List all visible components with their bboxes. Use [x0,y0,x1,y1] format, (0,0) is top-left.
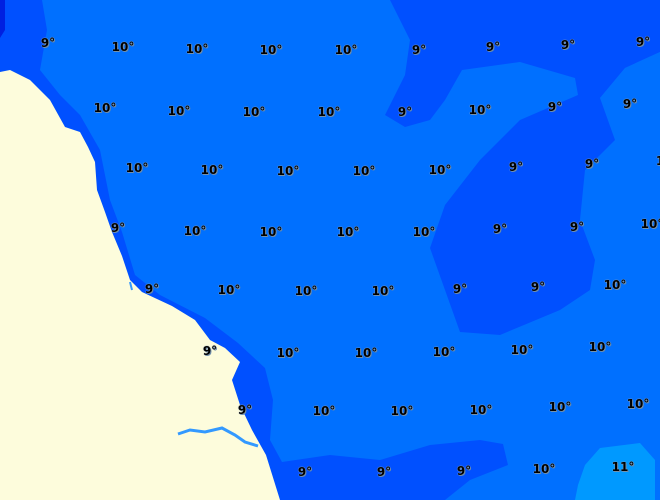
temperature-label: 9° [560,38,576,53]
temperature-label: 10° [532,462,556,477]
temperature-label: 9° [452,282,468,297]
temperature-label: 9° [376,465,392,480]
temperature-label: 10° [217,283,241,298]
temperature-label: 9° [485,40,501,55]
temperature-label: 10° [510,343,534,358]
temperature-label: 11° [611,460,635,475]
temperature-label: 10° [242,105,266,120]
temperature-label: 10° [336,225,360,240]
temperature-label: 10° [371,284,395,299]
temperature-label: 10° [548,400,572,415]
temperature-label: 10° [111,40,135,55]
temperature-label: 10° [354,346,378,361]
temperature-label: 9° [40,36,56,51]
temperature-label: 10° [317,105,341,120]
temperature-label: 10° [603,278,627,293]
temperature-label: 10° [185,42,209,57]
sea-deep-zone [0,0,5,38]
temperature-label: 9° [492,222,508,237]
temperature-label: 9° [635,35,651,50]
temperature-label: 9° [622,97,638,112]
temperature-label: 9° [547,100,563,115]
sea-11-zone [575,443,655,500]
temperature-label: 10° [93,101,117,116]
temperature-label: 9° [508,160,524,175]
coastal-inlet [129,281,133,291]
temperature-label: 10° [428,163,452,178]
temperature-label: 10° [183,224,207,239]
temperature-label: 10° [640,217,660,232]
temperature-label: 9° [584,157,600,172]
temperature-label: 10° [125,161,149,176]
temperature-label: 10° [312,404,336,419]
temperature-label: 9° [411,43,427,58]
temperature-label: 10° [352,164,376,179]
temperature-label: 10° [432,345,456,360]
temperature-label: 10° [167,104,191,119]
temperature-label: 10° [334,43,358,58]
temperature-label: 9° [110,221,126,236]
temperature-label: 10° [259,43,283,58]
temperature-label: 10° [469,403,493,418]
temperature-label: 9° [297,465,313,480]
temperature-label: 9° [237,403,253,418]
temperature-label: 9° [530,280,546,295]
temperature-label: 1 [656,154,660,168]
river [177,426,259,448]
temperature-label: 10° [390,404,414,419]
temperature-label: 9° [456,464,472,479]
temperature-label: 10° [276,346,300,361]
land [0,70,280,500]
temperature-label: 9° [144,282,160,297]
temperature-label: 10° [412,225,436,240]
temperature-label: 10° [626,397,650,412]
temperature-label: 10° [468,103,492,118]
temperature-label: 10° [259,225,283,240]
temperature-label: 9° [569,220,585,235]
temperature-label: 10° [294,284,318,299]
temperature-label: 9° [202,344,218,359]
temperature-label: 10° [588,340,612,355]
sea-9-eastern-zone [385,0,660,335]
sea-10-corner-zone [600,0,660,100]
temperature-label: 10° [200,163,224,178]
temperature-label: 10° [276,164,300,179]
temperature-label: 9° [397,105,413,120]
